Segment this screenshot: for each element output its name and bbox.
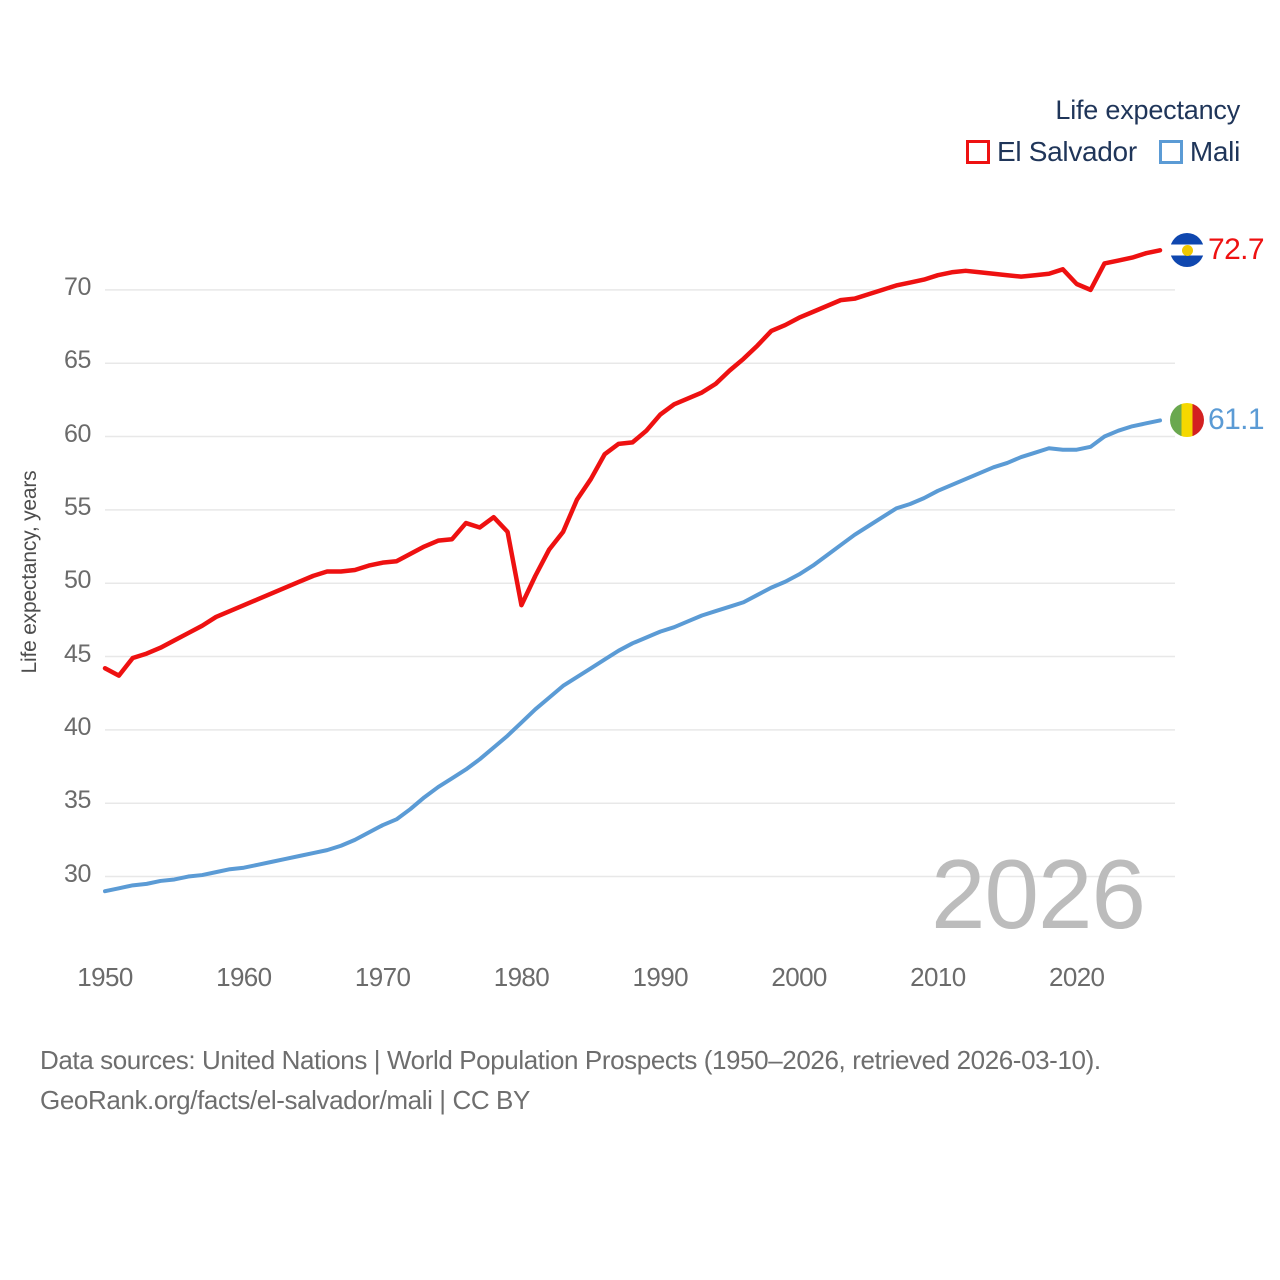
x-tick-label: 2020 xyxy=(1048,962,1105,992)
x-tick-label: 2000 xyxy=(771,962,827,992)
series-lines xyxy=(102,248,1163,894)
x-tick-label: 1970 xyxy=(354,962,411,992)
series-line-el-salvador xyxy=(102,248,1163,678)
y-tick-label: 50 xyxy=(63,566,91,595)
endpoint-mali: 61.1 xyxy=(1170,403,1265,438)
mali-flag-icon xyxy=(1170,403,1204,438)
y-tick-label: 65 xyxy=(63,346,91,375)
y-tick-label: 60 xyxy=(63,419,91,448)
legend-label-mali: Mali xyxy=(1189,135,1240,167)
x-tick-label: 2010 xyxy=(910,962,966,992)
legend-entry-mali[interactable]: Mali xyxy=(1158,135,1240,168)
legend-swatch-icon xyxy=(1158,139,1183,164)
endpoint-value-el-salvador: 72.7 xyxy=(1208,233,1265,267)
y-tick-label: 30 xyxy=(63,859,91,888)
legend-swatch-icon xyxy=(965,139,990,164)
y-tick-label: 45 xyxy=(63,639,91,668)
plot-svg xyxy=(102,248,1175,894)
endpoint-el-salvador: 72.7 xyxy=(1170,233,1265,268)
y-axis-title: Life expectancy, years xyxy=(18,470,41,674)
x-tick-label: 1950 xyxy=(77,962,133,992)
legend-title: Life expectancy xyxy=(1055,95,1240,125)
series-line-mali xyxy=(103,418,1162,894)
el-salvador-flag-icon xyxy=(1170,233,1204,268)
x-tick-label: 1990 xyxy=(632,962,689,992)
endpoint-value-mali: 61.1 xyxy=(1208,403,1265,437)
legend-label-el-salvador: El Salvador xyxy=(996,135,1137,167)
legend-entry-el-salvador[interactable]: El Salvador xyxy=(965,135,1137,168)
chart-legend: Life expectancy El Salvador Mali xyxy=(965,95,1240,168)
legend-entries: El Salvador Mali xyxy=(965,135,1240,168)
y-tick-label: 40 xyxy=(63,712,91,741)
y-tick-label: 35 xyxy=(63,786,91,815)
y-tick-label: 70 xyxy=(63,272,91,301)
x-tick-label: 1980 xyxy=(493,962,550,992)
footer-line-1: Data sources: United Nations | World Pop… xyxy=(40,1045,1101,1075)
footer-line-2: GeoRank.org/facts/el-salvador/mali | CC … xyxy=(40,1085,530,1116)
gridlines xyxy=(105,289,1175,878)
year-watermark: 2026 xyxy=(930,839,1146,949)
y-tick-label: 55 xyxy=(63,492,91,521)
footer-attribution: Data sources: United Nations | World Pop… xyxy=(40,1040,1240,1121)
plot-area: 30 35 40 45 50 55 60 65 70 1950 1960 1970 1980 1990 2… xyxy=(18,233,1265,992)
x-tick-label: 1960 xyxy=(216,962,272,992)
